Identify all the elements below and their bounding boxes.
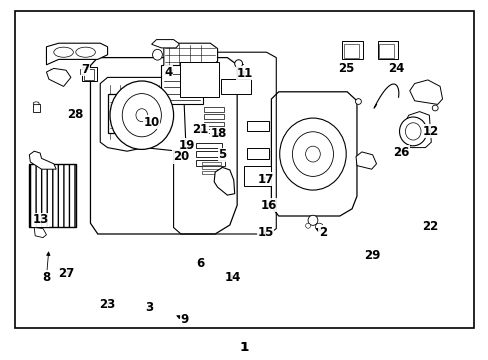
Bar xyxy=(204,114,224,119)
Bar xyxy=(15,11,473,328)
Text: 10: 10 xyxy=(143,116,160,129)
Ellipse shape xyxy=(305,223,310,228)
Ellipse shape xyxy=(399,117,426,146)
Ellipse shape xyxy=(292,132,333,176)
Text: 5: 5 xyxy=(218,148,226,161)
Text: 19: 19 xyxy=(179,139,195,152)
Bar xyxy=(82,67,97,81)
Bar xyxy=(246,148,268,159)
Bar xyxy=(29,164,76,227)
Bar xyxy=(204,122,224,126)
Text: 25: 25 xyxy=(337,62,354,75)
Text: 20: 20 xyxy=(172,150,189,163)
Bar xyxy=(107,94,151,133)
Ellipse shape xyxy=(405,123,420,140)
Text: 27: 27 xyxy=(58,267,74,280)
Text: 9: 9 xyxy=(181,313,188,326)
Bar xyxy=(161,65,203,104)
Bar xyxy=(80,69,83,74)
Bar xyxy=(344,44,358,58)
Ellipse shape xyxy=(355,99,361,104)
Bar xyxy=(379,44,393,58)
Ellipse shape xyxy=(54,47,73,57)
Bar xyxy=(204,107,224,112)
Bar xyxy=(342,41,362,59)
Text: 18: 18 xyxy=(210,127,227,140)
Bar xyxy=(202,166,220,169)
Polygon shape xyxy=(46,43,107,65)
Text: 4: 4 xyxy=(164,66,172,78)
Polygon shape xyxy=(151,40,179,48)
Ellipse shape xyxy=(234,60,242,68)
Bar xyxy=(195,143,222,148)
Polygon shape xyxy=(34,228,46,238)
Bar xyxy=(204,129,224,133)
Polygon shape xyxy=(404,112,430,148)
Bar xyxy=(195,160,224,166)
Ellipse shape xyxy=(110,81,173,149)
Text: 16: 16 xyxy=(260,199,277,212)
Bar xyxy=(195,151,222,157)
Polygon shape xyxy=(46,68,71,86)
Text: 14: 14 xyxy=(224,271,241,284)
Text: 1: 1 xyxy=(240,341,248,354)
Text: 2: 2 xyxy=(318,226,326,239)
Polygon shape xyxy=(355,152,376,169)
Polygon shape xyxy=(214,167,234,195)
Bar xyxy=(84,69,94,80)
Text: 13: 13 xyxy=(32,213,49,226)
Polygon shape xyxy=(409,80,442,104)
Text: 28: 28 xyxy=(66,108,83,121)
Ellipse shape xyxy=(431,105,437,111)
Polygon shape xyxy=(163,43,217,68)
Polygon shape xyxy=(29,151,56,169)
Text: 29: 29 xyxy=(364,249,380,262)
Ellipse shape xyxy=(76,47,95,57)
Ellipse shape xyxy=(33,102,39,105)
Ellipse shape xyxy=(315,223,323,230)
Text: 17: 17 xyxy=(257,173,273,186)
Text: 26: 26 xyxy=(392,146,408,159)
Ellipse shape xyxy=(305,146,320,162)
Text: 3: 3 xyxy=(145,301,153,314)
Text: 23: 23 xyxy=(99,298,116,311)
Bar xyxy=(244,166,271,186)
Bar xyxy=(246,121,268,131)
Bar xyxy=(33,104,40,112)
Text: 8: 8 xyxy=(42,271,50,284)
Ellipse shape xyxy=(152,49,162,60)
Bar xyxy=(377,41,397,59)
Text: 1: 1 xyxy=(240,341,248,354)
Text: 11: 11 xyxy=(236,67,252,80)
Text: 21: 21 xyxy=(192,123,208,136)
Ellipse shape xyxy=(307,215,317,225)
Bar xyxy=(202,171,220,174)
Text: 7: 7 xyxy=(81,63,89,76)
Text: 22: 22 xyxy=(421,220,438,233)
Ellipse shape xyxy=(122,94,161,137)
Ellipse shape xyxy=(136,109,147,122)
Text: 6: 6 xyxy=(196,257,204,270)
Polygon shape xyxy=(100,77,185,151)
Bar xyxy=(180,62,219,97)
Bar xyxy=(202,162,220,165)
Text: 12: 12 xyxy=(421,125,438,138)
Bar xyxy=(221,79,251,94)
Text: 24: 24 xyxy=(387,62,404,75)
Ellipse shape xyxy=(279,118,346,190)
Text: 15: 15 xyxy=(257,226,273,239)
Bar xyxy=(29,164,76,227)
